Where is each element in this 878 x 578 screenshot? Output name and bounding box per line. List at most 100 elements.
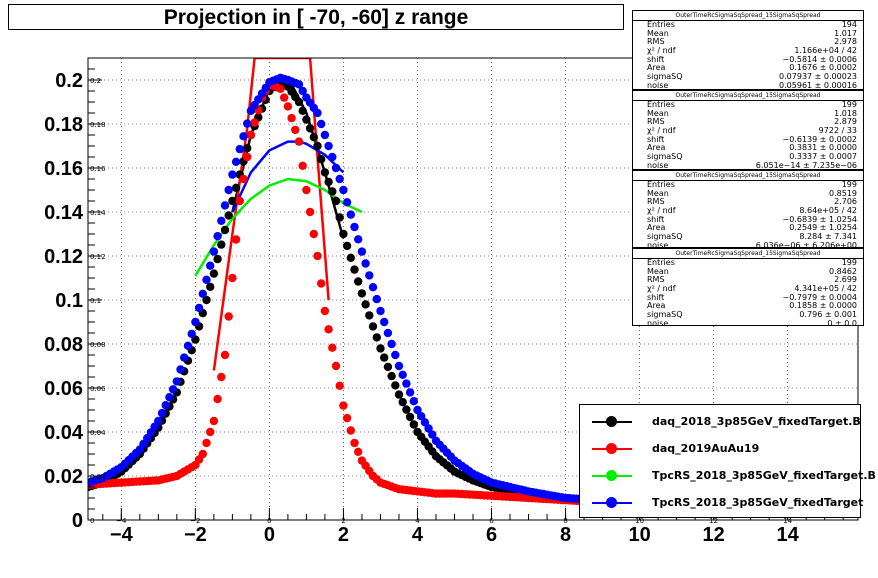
y-tick-label: 0.08 [44,334,83,356]
stats-value: 2.699 [834,276,857,285]
stats-label: RMS [647,118,665,127]
stats-row: Area 0.3831 ± 0.0000 [633,144,863,153]
data-point [228,196,237,206]
stats-label: Mean [647,29,669,38]
legend-label: TpcRS_2018_3p85GeV_fixedTarget [652,496,864,509]
data-point [342,413,352,423]
stats-value: 0.1676 ± 0.0002 [789,64,857,73]
x-tick-label-small: 6 [489,517,494,525]
data-point [194,303,204,313]
data-point [372,294,381,304]
fit-curve [231,140,345,213]
legend-entry: daq_2018_3p85GeV_fixedTarget.B [580,409,861,435]
data-point [350,438,359,448]
stats-value: 0.8519 [829,189,857,198]
stats-row: RMS 2.699 [633,276,863,285]
data-point [394,390,404,399]
x-tick-label-small: −4 [116,517,127,525]
stats-row: Entries 199 [633,101,863,110]
stats-box-title: OuterTimeRcSigmaSqSpread_15SigmaSqSpread [633,11,863,21]
x-tick-label-small: 12 [709,517,718,525]
y-tick-label-small: 0.18 [90,121,106,129]
stats-row: sigmaSQ 0.3337 ± 0.0007 [633,153,863,162]
stats-row: Mean 0.8462 [633,268,863,277]
data-point [302,185,311,195]
stats-label: χ² / ndf [647,47,676,56]
stats-label: Mean [647,189,669,198]
data-point [320,130,330,140]
data-point [243,119,252,128]
data-point [394,361,404,371]
data-point [291,125,300,135]
stats-value: 2.978 [834,38,857,47]
data-point [328,343,337,352]
data-point [283,102,293,111]
stats-value: −0.7979 ± 0.0004 [782,293,857,302]
stats-label: shift [647,135,665,144]
stats-label: Area [647,64,666,73]
data-point [180,353,189,362]
data-point [331,361,341,371]
data-point [335,381,344,390]
y-tick-label: 0.1 [55,290,83,312]
data-point [228,170,237,179]
data-point [209,269,219,278]
data-point [309,229,318,239]
stats-value: 1.166e+04 / 42 [794,47,857,56]
stats-value: 199 [841,101,857,109]
data-point [198,449,207,459]
data-point [298,106,307,116]
data-point [324,325,333,334]
data-point [213,254,222,264]
data-point [246,130,256,140]
stats-row: RMS 2.879 [633,118,863,127]
stats-value: 6.051e−14 ± 7.235e−06 [755,161,857,170]
stats-value: −0.6839 ± 1.0254 [782,215,857,224]
data-point [339,185,348,195]
data-point [387,339,396,349]
x-tick-label-small: 14 [783,517,792,525]
x-tick-label: 6 [486,524,497,546]
data-point [383,362,393,372]
stats-label: sigmaSQ [647,233,683,242]
data-point [417,412,426,421]
data-point [224,312,233,321]
stats-value: 6.036e−06 ± 6.206e+00 [755,241,857,250]
x-tick-label: −4 [110,524,134,546]
legend: daq_2018_3p85GeV_fixedTarget.B daq_2019Au… [579,404,876,518]
data-point [294,97,304,107]
data-point [324,177,333,187]
data-point [368,283,378,292]
data-point [409,420,418,429]
stats-label: RMS [647,38,665,47]
stats-row: Mean 1.018 [633,110,863,119]
data-point [309,133,318,142]
data-point [243,152,252,162]
data-point [213,232,222,241]
stats-row: χ² / ndf 4.341e+05 / 42 [633,285,863,294]
y-tick-label: 0.06 [44,378,83,400]
stats-label: sigmaSQ [647,73,683,82]
stats-row: sigmaSQ 8.284 ± 7.341 [633,233,863,242]
stats-value: 0.3337 ± 0.0007 [789,153,857,162]
data-point [391,350,400,360]
data-point [387,371,396,381]
y-tick-label: 0.2 [55,70,83,92]
y-tick-label: 0 [72,510,83,532]
stats-value: 0.07937 ± 0.00023 [779,73,857,82]
data-point [339,229,348,239]
data-point [313,251,322,261]
data-point [342,241,352,251]
data-point [206,261,215,270]
legend-entry: daq_2019AuAu19 [580,436,860,462]
data-point [239,132,248,141]
y-tick-label-small: 0.08 [90,341,106,349]
data-point [346,426,355,435]
data-point [305,207,315,217]
stats-row: Mean 0.8519 [633,190,863,199]
data-point [228,273,237,283]
stats-row: Entries 199 [633,181,863,190]
data-point [209,416,219,426]
legend-label: TpcRS_2018_3p85GeV_fixedTarget.B [652,469,876,482]
legend-label: daq_2018_3p85GeV_fixedTarget.B [652,415,861,428]
